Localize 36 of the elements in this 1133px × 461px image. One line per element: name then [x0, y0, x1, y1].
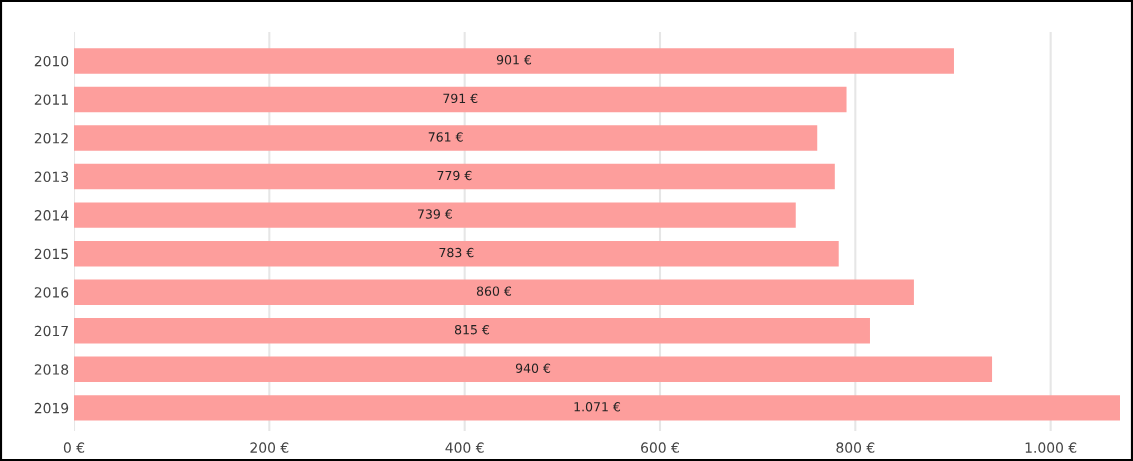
data-label: 761 €: [428, 132, 463, 142]
y-tick-label: 2012: [34, 132, 68, 144]
x-tick-label: 400 €: [445, 442, 484, 453]
data-label: 791 €: [443, 93, 478, 104]
data-label: 783 €: [439, 247, 474, 258]
y-tick-label: 2015: [34, 248, 68, 260]
bar: [74, 163, 835, 190]
bar: [74, 318, 870, 344]
bar: [74, 202, 796, 228]
data-label: 815 €: [454, 324, 490, 335]
data-label: 739 €: [418, 209, 452, 219]
data-label: 940 €: [515, 363, 551, 373]
y-tick-label: 2013: [34, 171, 69, 183]
y-tick-label: 2018: [34, 364, 69, 375]
y-tick-label: 2017: [34, 325, 68, 337]
bar: [74, 48, 954, 74]
x-tick-label: 1.000 €: [1025, 442, 1077, 453]
y-tick-label: 2019: [34, 402, 69, 414]
x-tick-label: 200 €: [250, 442, 289, 453]
x-tick-label: 600 €: [641, 442, 679, 453]
data-label: 901 €: [496, 55, 532, 65]
bar: [74, 395, 1120, 421]
y-tick-label: 2010: [34, 55, 69, 67]
data-label: 860 €: [476, 286, 512, 296]
bar: [74, 279, 914, 305]
bar: [74, 240, 839, 267]
bar: [74, 86, 847, 113]
x-tick-label: 0 €: [63, 442, 85, 453]
bar: [74, 125, 818, 151]
y-tick-label: 2016: [34, 287, 69, 298]
data-label: 1.071 €: [574, 402, 621, 412]
x-tick-label: 800 €: [836, 442, 875, 453]
y-tick-label: 2014: [34, 210, 69, 221]
bar: [74, 356, 993, 383]
data-label: 779 €: [437, 170, 472, 181]
y-tick-label: 2011: [34, 94, 68, 105]
